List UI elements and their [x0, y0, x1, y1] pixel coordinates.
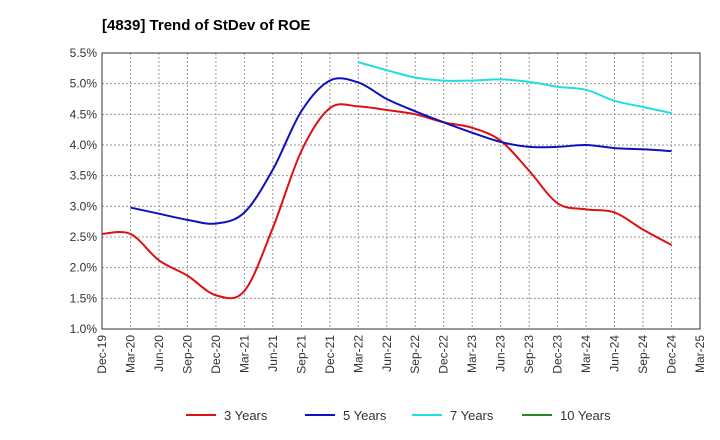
- chart-title: [4839] Trend of StDev of ROE: [102, 17, 310, 34]
- y-tick-label: 2.0%: [70, 261, 98, 275]
- legend: 3 Years 5 Years 7 Years 10 Years: [186, 408, 611, 423]
- x-tick-label: Mar-20: [123, 335, 137, 373]
- series-line-3: [358, 61, 672, 115]
- y-tick-label: 5.0%: [70, 77, 98, 91]
- x-tick-label: Dec-23: [551, 335, 565, 374]
- y-tick-label: 1.5%: [70, 291, 98, 305]
- x-tick-label: Jun-24: [608, 335, 622, 372]
- x-axis: Dec-19 Mar-20 Jun-20 Sep-20 Dec-20 Mar-21 Jun-…: [95, 335, 707, 374]
- x-tick-label: Sep-23: [522, 335, 536, 374]
- x-tick-label: Sep-20: [180, 335, 194, 374]
- x-tick-label: Jun-21: [266, 335, 280, 372]
- x-tick-label: Dec-24: [665, 335, 679, 374]
- y-tick-label: 1.0%: [70, 322, 98, 336]
- legend-label: 3 Years: [224, 408, 268, 423]
- y-tick-label: 4.5%: [70, 107, 98, 121]
- series-line-2: [130, 77, 672, 225]
- grid-lines: [102, 53, 700, 329]
- y-tick-label: 2.5%: [70, 230, 98, 244]
- x-tick-label: Jun-22: [380, 335, 394, 372]
- x-tick-label: Jun-23: [494, 335, 508, 372]
- x-tick-label: Dec-20: [209, 335, 223, 374]
- y-axis: 1.0% 1.5% 2.0% 2.5% 3.0% 3.5% 4.0% 4.5% 5.0% 5.5%: [70, 46, 98, 336]
- y-tick-label: 3.0%: [70, 199, 98, 213]
- y-tick-label: 5.5%: [70, 46, 98, 60]
- x-tick-label: Mar-22: [351, 335, 365, 373]
- series-line-1: [101, 103, 672, 300]
- legend-label: 7 Years: [450, 408, 494, 423]
- x-tick-label: Sep-21: [294, 335, 308, 374]
- plot-area: [102, 53, 700, 329]
- x-tick-label: Mar-23: [465, 335, 479, 373]
- plot-border: [101, 52, 701, 330]
- legend-label: 10 Years: [560, 408, 611, 423]
- y-tick-label: 3.5%: [70, 169, 98, 183]
- x-tick-label: Sep-22: [408, 335, 422, 374]
- x-tick-label: Dec-19: [95, 335, 109, 374]
- x-tick-label: Mar-25: [693, 335, 707, 373]
- x-tick-label: Dec-22: [437, 335, 451, 374]
- x-tick-label: Sep-24: [636, 335, 650, 374]
- plot-frame: [101, 52, 701, 330]
- x-tick-label: Dec-21: [323, 335, 337, 374]
- x-tick-label: Mar-21: [237, 335, 251, 373]
- series-lines: [101, 61, 672, 300]
- y-tick-label: 4.0%: [70, 138, 98, 152]
- legend-label: 5 Years: [343, 408, 387, 423]
- x-tick-label: Mar-24: [579, 335, 593, 373]
- x-tick-label: Jun-20: [152, 335, 166, 372]
